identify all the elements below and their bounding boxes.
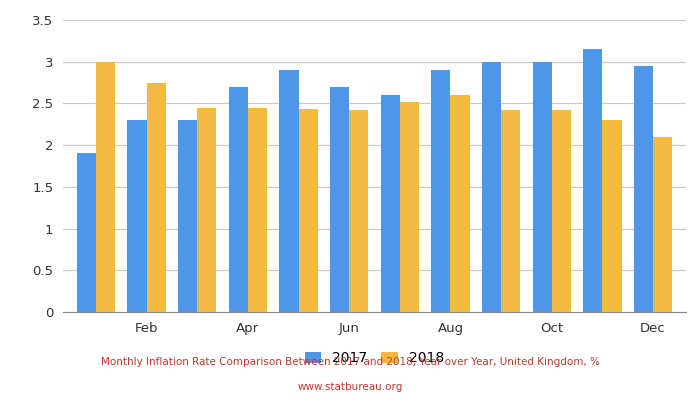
Text: Monthly Inflation Rate Comparison Between 2017 and 2018, Year over Year, United : Monthly Inflation Rate Comparison Betwee… xyxy=(101,357,599,367)
Text: www.statbureau.org: www.statbureau.org xyxy=(298,382,402,392)
Bar xyxy=(330,87,349,312)
Bar xyxy=(533,62,552,312)
Bar xyxy=(381,95,400,312)
Bar xyxy=(482,62,501,312)
Bar xyxy=(400,102,419,312)
Bar xyxy=(431,70,451,312)
Bar xyxy=(77,154,96,312)
Bar xyxy=(298,109,318,312)
Legend: 2017, 2018: 2017, 2018 xyxy=(304,351,444,365)
Bar xyxy=(583,49,603,312)
Bar xyxy=(634,66,653,312)
Bar xyxy=(146,82,166,312)
Bar xyxy=(178,120,197,312)
Bar xyxy=(552,110,571,312)
Bar xyxy=(451,95,470,312)
Bar xyxy=(197,108,216,312)
Bar xyxy=(603,120,622,312)
Bar xyxy=(653,137,672,312)
Bar xyxy=(279,70,298,312)
Bar xyxy=(127,120,146,312)
Bar xyxy=(248,108,267,312)
Bar xyxy=(501,110,520,312)
Bar xyxy=(96,62,116,312)
Bar xyxy=(349,110,368,312)
Bar xyxy=(229,87,248,312)
